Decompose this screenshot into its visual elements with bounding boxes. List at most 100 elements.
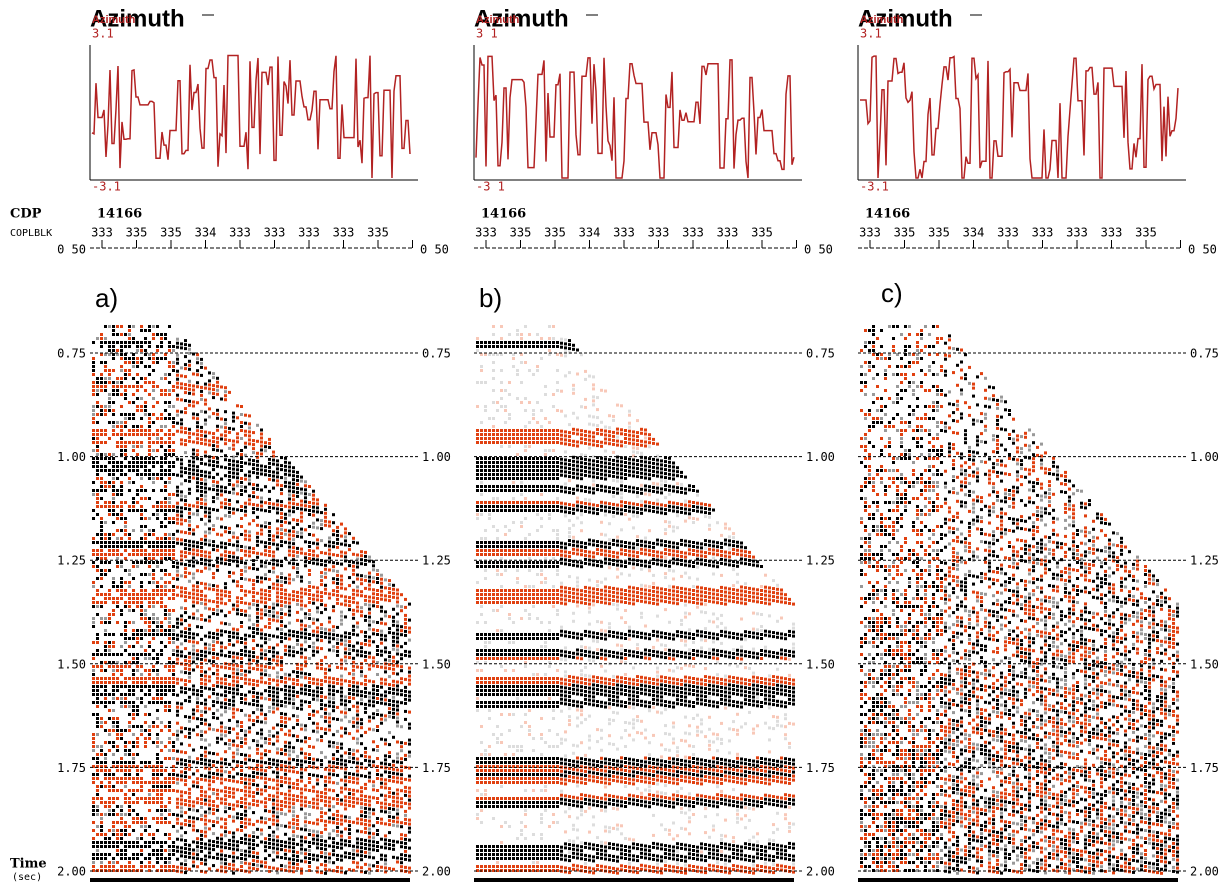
trace-sample: [196, 761, 199, 764]
trace-sample: [156, 753, 159, 756]
trace-sample: [252, 599, 255, 602]
trace-sample: [260, 777, 263, 780]
trace-sample: [324, 572, 327, 575]
trace-sample: [360, 838, 363, 841]
trace-sample: [152, 357, 155, 360]
trace-sample: [316, 726, 319, 729]
trace-sample: [188, 756, 191, 759]
coplblk-value: 335: [367, 226, 389, 240]
trace-sample: [136, 837, 139, 840]
trace-sample: [196, 601, 199, 604]
trace-sample: [324, 828, 327, 831]
trace-sample: [336, 634, 339, 637]
trace-sample: [312, 622, 315, 625]
trace-sample: [188, 844, 191, 847]
trace-sample: [276, 655, 279, 658]
trace-sample: [140, 509, 143, 512]
trace-sample: [180, 642, 183, 645]
trace-sample: [104, 385, 107, 388]
trace-sample: [356, 602, 359, 605]
trace-sample: [340, 699, 343, 702]
trace-sample: [136, 553, 139, 556]
trace-sample: [120, 809, 123, 812]
trace-sample: [112, 685, 115, 688]
trace-sample: [92, 701, 95, 704]
trace-sample: [160, 473, 163, 476]
trace-sample: [324, 712, 327, 715]
trace-sample: [156, 581, 159, 584]
trace-sample: [140, 537, 143, 540]
trace-sample: [364, 795, 367, 798]
trace-sample: [188, 508, 191, 511]
trace-sample: [236, 680, 239, 683]
trace-sample: [348, 648, 351, 651]
trace-sample: [252, 639, 255, 642]
trace-sample: [96, 449, 99, 452]
trace-sample: [92, 597, 95, 600]
trace-sample: [276, 535, 279, 538]
trace-sample: [324, 592, 327, 595]
trace-sample: [312, 502, 315, 505]
trace-sample: [320, 647, 323, 650]
trace-sample: [144, 525, 147, 528]
trace-sample: [276, 779, 279, 782]
trace-sample: [156, 625, 159, 628]
trace-sample: [264, 857, 267, 860]
trace-sample: [180, 742, 183, 745]
trace-sample: [200, 818, 203, 821]
trace-sample: [240, 861, 243, 864]
trace-sample: [240, 489, 243, 492]
trace-sample: [112, 821, 115, 824]
trace-sample: [192, 689, 195, 692]
trace-sample: [144, 705, 147, 708]
trace-sample: [240, 477, 243, 480]
trace-sample: [272, 691, 275, 694]
trace-sample: [144, 713, 147, 716]
trace-sample: [212, 372, 215, 375]
trace-sample: [308, 753, 311, 756]
trace-sample: [348, 836, 351, 839]
trace-sample: [300, 780, 303, 783]
trace-sample: [340, 779, 343, 782]
trace-sample: [124, 773, 127, 776]
trace-sample: [244, 538, 247, 541]
trace-sample: [340, 819, 343, 822]
trace-sample: [280, 476, 283, 479]
trace-sample: [232, 868, 235, 871]
trace-sample: [248, 726, 251, 729]
coplblk-value: 333: [229, 226, 251, 240]
trace-sample: [280, 724, 283, 727]
trace-sample: [136, 725, 139, 728]
trace-sample: [192, 685, 195, 688]
trace-sample: [192, 541, 195, 544]
trace-sample: [340, 743, 343, 746]
trace-sample: [140, 761, 143, 764]
trace-sample: [136, 845, 139, 848]
trace-sample: [176, 474, 179, 477]
trace-sample: [340, 691, 343, 694]
trace-sample: [236, 560, 239, 563]
trace-sample: [352, 689, 355, 692]
trace-sample: [176, 762, 179, 765]
trace-sample: [244, 414, 247, 417]
trace-sample: [280, 628, 283, 631]
trace-sample: [272, 543, 275, 546]
trace-sample: [260, 565, 263, 568]
trace-sample: [252, 811, 255, 814]
trace-sample: [348, 608, 351, 611]
trace-sample: [288, 486, 291, 489]
trace-sample: [360, 858, 363, 861]
trace-sample: [216, 461, 219, 464]
trace-sample: [308, 585, 311, 588]
trace-sample: [304, 852, 307, 855]
trace-sample: [120, 513, 123, 516]
trace-sample: [184, 399, 187, 402]
trace-sample: [188, 360, 191, 363]
trace-sample: [356, 738, 359, 741]
trace-sample: [144, 377, 147, 380]
trace-sample: [280, 864, 283, 867]
trace-sample: [268, 526, 271, 529]
trace-sample: [328, 745, 331, 748]
trace-sample: [124, 453, 127, 456]
trace-sample: [244, 670, 247, 673]
